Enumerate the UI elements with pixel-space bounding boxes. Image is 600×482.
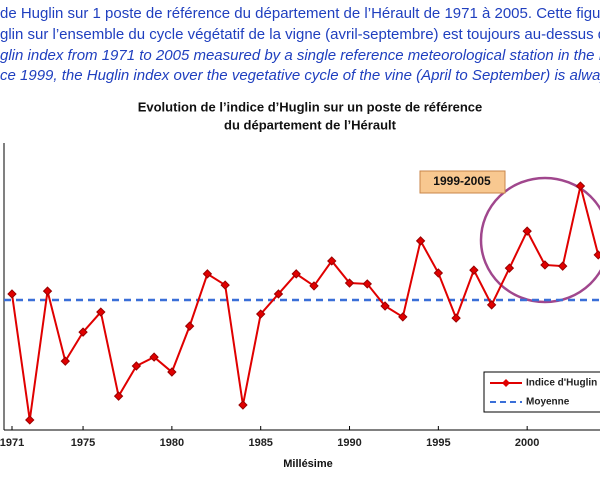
data-point	[433, 268, 444, 278]
intro-line: ce 1999, the Huglin index over the veget…	[0, 67, 600, 84]
data-point	[7, 289, 17, 299]
series-line	[11, 185, 600, 421]
data-point	[220, 280, 230, 290]
data-point	[25, 415, 35, 425]
x-tick-label: 1975	[71, 437, 95, 449]
data-point	[255, 309, 266, 319]
data-point	[593, 250, 600, 260]
intro-line: glin sur l’ensemble du cycle végétatif d…	[0, 26, 600, 43]
data-point	[78, 327, 88, 337]
data-point	[557, 261, 568, 271]
highlight-circle	[479, 176, 600, 304]
data-point	[362, 279, 372, 289]
x-tick-label: 1985	[248, 437, 272, 449]
legend	[483, 371, 600, 413]
data-point	[327, 256, 337, 266]
x-tick-label: 1971	[0, 437, 24, 449]
data-point	[380, 301, 390, 311]
x-tick-label: 1980	[160, 437, 184, 449]
data-point	[344, 278, 355, 288]
legend-label: Indice d'Huglin	[526, 378, 597, 389]
data-point	[238, 400, 248, 410]
data-point	[451, 313, 461, 323]
chart-title: du département de l’Hérault	[224, 117, 397, 132]
annotation-box	[419, 170, 506, 194]
data-point	[96, 307, 106, 317]
annotation: 1999-2005	[433, 174, 491, 188]
data-point	[167, 367, 177, 377]
data-point	[522, 226, 532, 236]
legend-label: Moyenne	[526, 397, 570, 408]
data-point	[113, 391, 124, 401]
intro-line: glin index from 1971 to 2005 measured by…	[0, 47, 600, 64]
data-point	[575, 181, 586, 191]
data-point	[42, 286, 53, 296]
data-point	[309, 281, 319, 291]
data-point	[486, 300, 497, 310]
data-point	[504, 263, 515, 273]
data-point	[202, 269, 213, 279]
x-tick-label: 1995	[426, 437, 450, 449]
data-point	[60, 356, 70, 366]
data-point	[415, 236, 426, 246]
data-point	[273, 289, 284, 299]
data-point	[131, 361, 142, 371]
x-tick-label: 2000	[515, 437, 539, 449]
data-point	[540, 260, 550, 270]
data-point	[184, 321, 195, 331]
x-tick-label: 1990	[337, 437, 361, 449]
chart-title: Evolution de l’indice d’Huglin sur un po…	[138, 99, 483, 114]
legend-marker	[502, 379, 510, 387]
intro-line: de Huglin sur 1 poste de référence du dé…	[0, 5, 600, 22]
data-point	[398, 312, 408, 322]
x-axis-label: Millésime	[283, 458, 333, 470]
data-point	[291, 269, 301, 279]
data-point	[149, 352, 159, 362]
data-point	[469, 265, 479, 275]
